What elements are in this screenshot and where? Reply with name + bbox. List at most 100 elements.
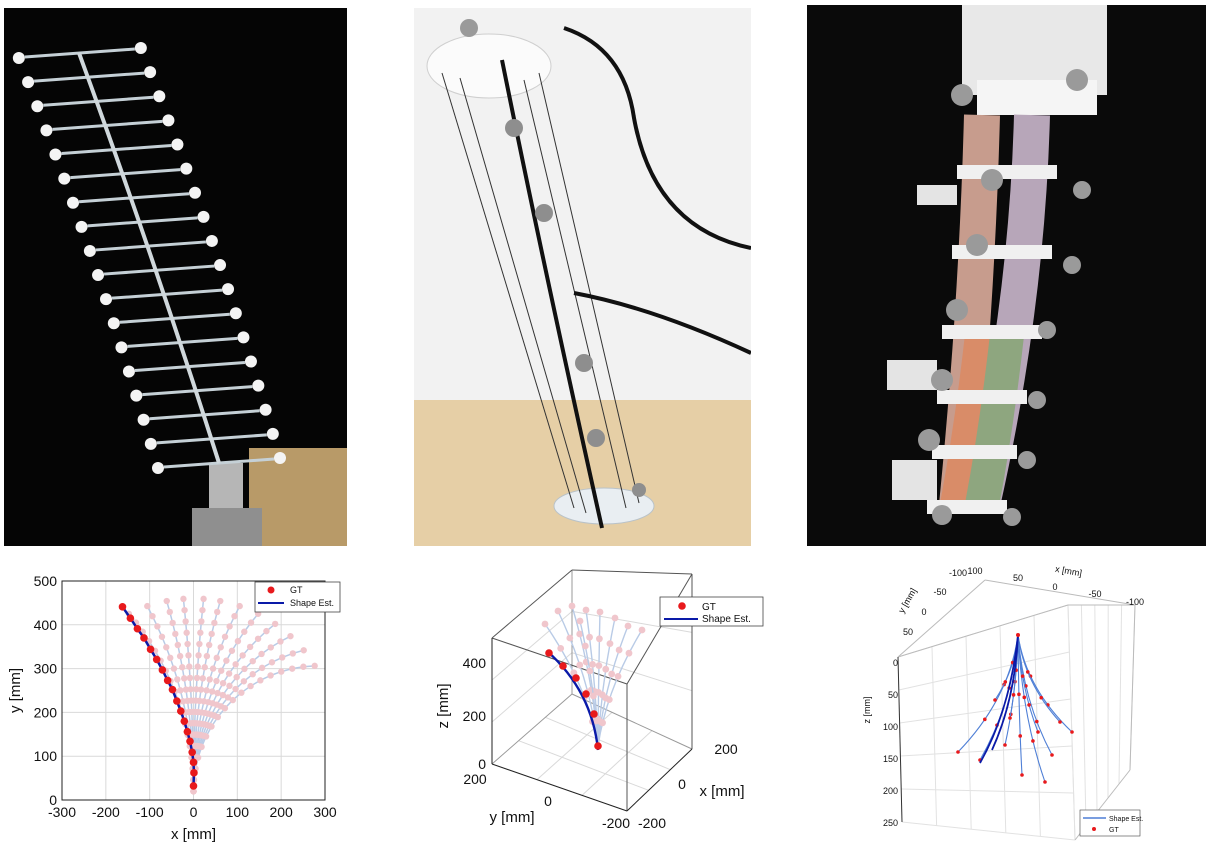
background-gt-point [592, 717, 600, 725]
gt-point [189, 758, 198, 767]
shape-est-line [979, 634, 1019, 764]
x-tick-label: -50 [1088, 589, 1101, 599]
background-gt-point [214, 689, 221, 697]
gt-point [140, 634, 148, 642]
background-gt-point [595, 662, 603, 669]
z-tick-label: 200 [883, 786, 898, 796]
background-gt-point [247, 619, 255, 626]
gridline [999, 625, 1007, 833]
gridline [965, 636, 972, 830]
background-gt-point [185, 652, 192, 659]
background-gt-point [277, 638, 284, 645]
background-gt-point [233, 673, 240, 681]
background-shape-curve [597, 611, 601, 747]
gt-point [152, 655, 161, 664]
y-tick-label: 50 [903, 627, 913, 637]
gt-point [189, 782, 198, 790]
background-gt-point [213, 654, 220, 662]
gt-point [163, 676, 172, 685]
x-tick-label: -300 [48, 804, 76, 820]
gt-point [1003, 680, 1008, 684]
background-gt-point [205, 641, 213, 649]
background-gt-point [193, 686, 200, 693]
background-gt-point [605, 696, 613, 703]
x-tick-label: 50 [1013, 573, 1023, 583]
background-gt-point [219, 679, 227, 687]
chart-3d-tendon-shape: 0 200 400 z [mm] 200 0 -200 y [mm] 200 0 -200 x [mm… [420, 566, 770, 845]
x-tick-label: -100 [1126, 597, 1144, 607]
background-gt-point [586, 667, 594, 675]
box-edge [626, 748, 693, 812]
background-gt-point [554, 607, 562, 615]
gt-point [168, 685, 177, 694]
photo-multi-segment-soft-robot [807, 5, 1206, 546]
gt-point [572, 674, 580, 682]
x-tick-label: 0 [190, 804, 198, 820]
background-gt-point [289, 665, 296, 672]
background-gt-point [238, 689, 245, 696]
background-gt-point [625, 649, 633, 657]
background-gt-point [566, 634, 574, 642]
background-gt-point [234, 637, 242, 645]
photo-planar-continuum-robot [4, 8, 347, 546]
legend-gt-marker [1092, 827, 1096, 831]
gt-point [1011, 693, 1016, 697]
gt-point [1003, 743, 1007, 747]
background-gt-point [154, 623, 161, 630]
gridline [1033, 615, 1041, 837]
background-gt-point [221, 705, 229, 712]
gt-point [1031, 739, 1035, 743]
y-tick-label: 100 [34, 748, 58, 764]
background-gt-point [596, 635, 603, 643]
background-gt-point [214, 608, 221, 616]
background-gt-point [166, 608, 173, 616]
background-gt-point [246, 643, 254, 651]
shape-est-line [546, 650, 600, 751]
gt-point [1058, 720, 1062, 724]
background-gt-point [144, 602, 151, 610]
side-gridline [491, 652, 573, 723]
background-gt-point [213, 677, 220, 685]
gridline [901, 788, 1074, 794]
background-gt-point [177, 687, 184, 694]
background-gt-point [190, 788, 197, 795]
z-tick-label: 50 [888, 690, 898, 700]
y-tick-label: 200 [463, 771, 487, 787]
shape-est-curve [979, 634, 1019, 761]
legend-gt-marker [678, 602, 686, 610]
gridline [1094, 604, 1098, 813]
background-gt-point [232, 661, 239, 668]
background-gt-point [211, 619, 218, 627]
shape-est-curve [1017, 634, 1039, 733]
box-edge [491, 763, 628, 812]
gt-point [118, 603, 127, 611]
side-gridline [491, 610, 573, 681]
background-gt-point [279, 654, 286, 661]
background-gt-point [186, 663, 193, 670]
gt-point [190, 769, 198, 777]
shape-est-curve [1017, 634, 1073, 733]
gridline [1118, 604, 1123, 785]
box-edge [897, 656, 903, 823]
background-gt-point [201, 664, 208, 671]
background-gt-point [195, 652, 202, 659]
gt-point [180, 717, 189, 725]
gt-point [188, 748, 196, 757]
background-gt-point [289, 650, 297, 657]
x-tick-label: 300 [313, 804, 337, 820]
y-tick-label: 0 [921, 607, 926, 617]
background-gt-point [198, 743, 205, 751]
background-gt-point [589, 692, 597, 700]
background-gt-point [199, 606, 206, 614]
gt-point [993, 698, 997, 702]
background-gt-point [197, 686, 205, 693]
y-tick-label: -200 [602, 815, 630, 831]
background-gt-point [258, 650, 265, 658]
background-gt-point [263, 627, 270, 635]
x-tick-label: -100 [136, 804, 164, 820]
gridline [931, 646, 938, 826]
background-gt-point [172, 630, 179, 638]
z-tick-label: 200 [463, 708, 487, 724]
gt-point [594, 742, 602, 750]
gt-point [1018, 734, 1023, 738]
